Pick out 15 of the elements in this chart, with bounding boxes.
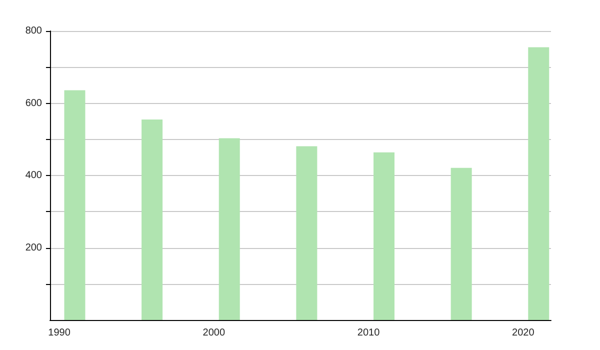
bar [296, 146, 318, 320]
bar [218, 138, 240, 320]
bar [142, 120, 163, 320]
x-tick-label: 1990 [48, 328, 71, 338]
y-tick-label: 600 [25, 98, 42, 109]
y-tick-label: 800 [25, 26, 42, 36]
bar [374, 152, 394, 320]
y-tick-label: 200 [25, 242, 42, 254]
x-tick-label: 2020 [512, 328, 535, 338]
bar [64, 90, 86, 320]
x-tick-label: 2010 [357, 328, 380, 338]
x-tick-label: 2000 [202, 328, 226, 338]
bar [450, 168, 472, 320]
y-tick-label: 400 [25, 170, 42, 181]
bar [528, 47, 550, 320]
